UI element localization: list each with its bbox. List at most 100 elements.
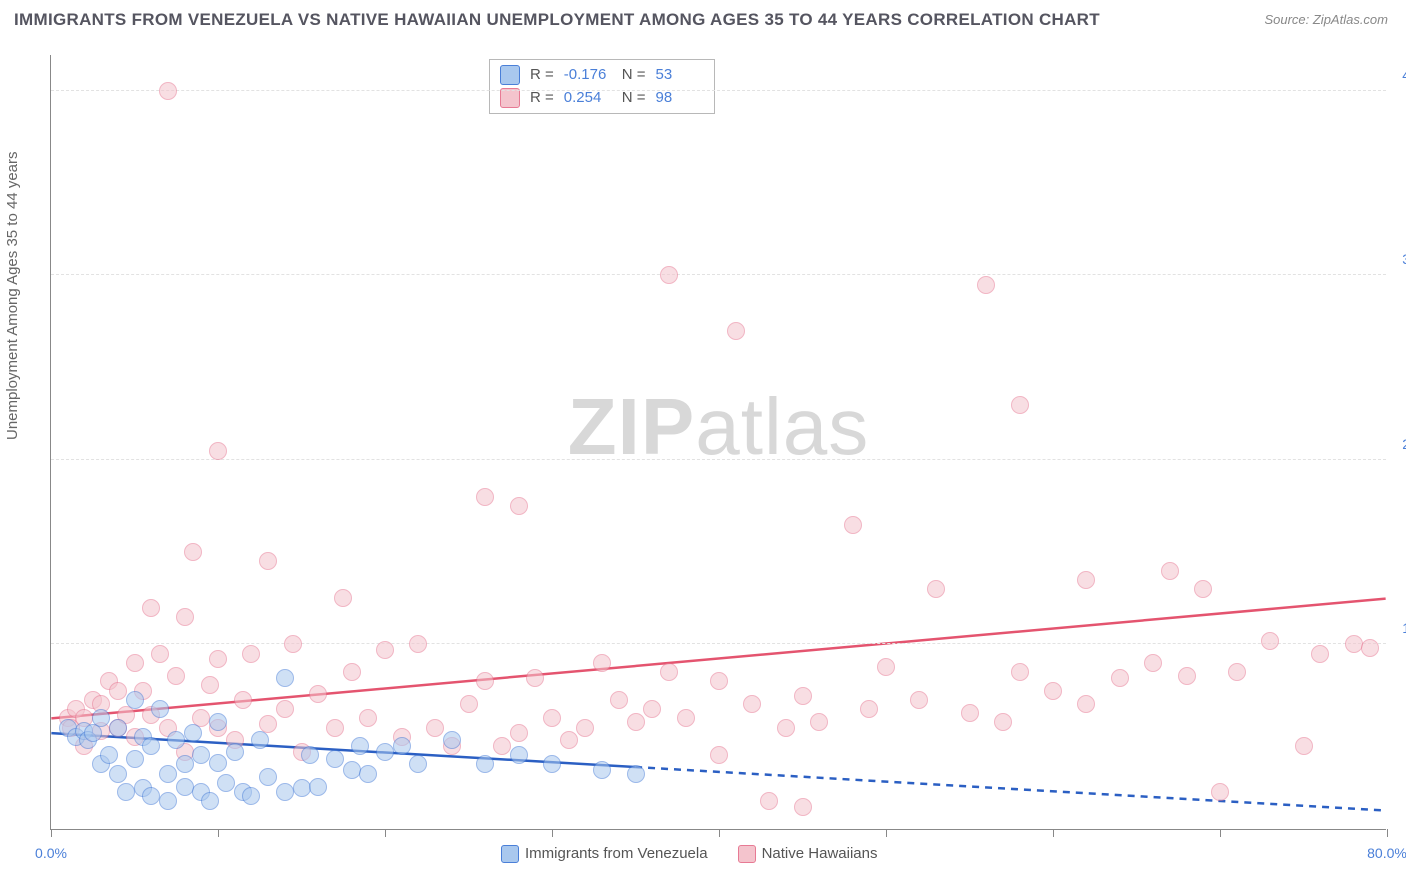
point-series-b [844,516,862,534]
point-series-b [184,543,202,561]
point-series-a [126,750,144,768]
point-series-b [1011,663,1029,681]
point-series-a [301,746,319,764]
point-series-b [710,746,728,764]
point-series-b [627,713,645,731]
ytick-label: 30.0% [1402,251,1406,267]
point-series-b [109,682,127,700]
point-series-a [309,778,327,796]
gridline-h [51,459,1386,460]
gridline-h [51,274,1386,275]
point-series-b [543,709,561,727]
legend-bottom: Immigrants from VenezuelaNative Hawaiian… [501,845,877,863]
point-series-b [259,715,277,733]
point-series-b [259,552,277,570]
point-series-b [234,691,252,709]
point-series-b [743,695,761,713]
point-series-a [242,787,260,805]
point-series-b [1077,571,1095,589]
point-series-a [159,792,177,810]
ytick-label: 10.0% [1402,620,1406,636]
point-series-a [276,669,294,687]
point-series-b [994,713,1012,731]
point-series-a [627,765,645,783]
point-series-b [977,276,995,294]
point-series-a [351,737,369,755]
source-attribution: Source: ZipAtlas.com [1264,12,1388,27]
point-series-b [1211,783,1229,801]
point-series-a [192,746,210,764]
point-series-b [334,589,352,607]
point-series-a [293,779,311,797]
point-series-b [426,719,444,737]
xtick [385,829,386,837]
point-series-b [576,719,594,737]
point-series-b [493,737,511,755]
point-series-b [167,667,185,685]
point-series-b [1361,639,1379,657]
point-series-a [510,746,528,764]
n-label-a: N = [622,64,646,87]
legend-swatch [738,845,756,863]
point-series-a [176,755,194,773]
point-series-b [176,608,194,626]
point-series-b [359,709,377,727]
point-series-a [126,691,144,709]
point-series-b [209,650,227,668]
point-series-b [794,687,812,705]
point-series-b [560,731,578,749]
point-series-b [1261,632,1279,650]
point-series-b [142,599,160,617]
xtick [552,829,553,837]
point-series-a [176,778,194,796]
point-series-b [476,672,494,690]
xtick-label: 0.0% [35,845,67,861]
r-value-a: -0.176 [564,64,612,87]
point-series-a [167,731,185,749]
point-series-b [476,488,494,506]
point-series-b [126,654,144,672]
point-series-b [510,724,528,742]
point-series-a [151,700,169,718]
point-series-b [1077,695,1095,713]
xtick-label: 80.0% [1367,845,1406,861]
point-series-b [910,691,928,709]
n-value-a: 53 [656,64,704,87]
r-label-a: R = [530,64,554,87]
point-series-a [201,792,219,810]
point-series-a [142,787,160,805]
point-series-b [1228,663,1246,681]
point-series-a [142,737,160,755]
point-series-a [226,743,244,761]
source-prefix: Source: [1264,12,1312,27]
point-series-b [610,691,628,709]
ytick-label: 20.0% [1402,436,1406,452]
xtick [1053,829,1054,837]
point-series-b [526,669,544,687]
point-series-b [201,676,219,694]
point-series-a [92,709,110,727]
point-series-a [109,765,127,783]
xtick [886,829,887,837]
point-series-a [251,731,269,749]
point-series-b [159,82,177,100]
legend-label: Native Hawaiians [762,845,878,862]
point-series-b [860,700,878,718]
point-series-b [1044,682,1062,700]
point-series-b [877,658,895,676]
xtick [1220,829,1221,837]
point-series-a [184,724,202,742]
point-series-b [660,266,678,284]
point-series-b [777,719,795,737]
point-series-b [409,635,427,653]
point-series-b [961,704,979,722]
point-series-b [1144,654,1162,672]
legend-swatch [501,845,519,863]
point-series-b [1178,667,1196,685]
y-axis-label: Unemployment Among Ages 35 to 44 years [4,151,21,440]
point-series-b [1194,580,1212,598]
ytick-label: 40.0% [1402,67,1406,83]
point-series-a [209,713,227,731]
point-series-a [276,783,294,801]
point-series-b [151,645,169,663]
